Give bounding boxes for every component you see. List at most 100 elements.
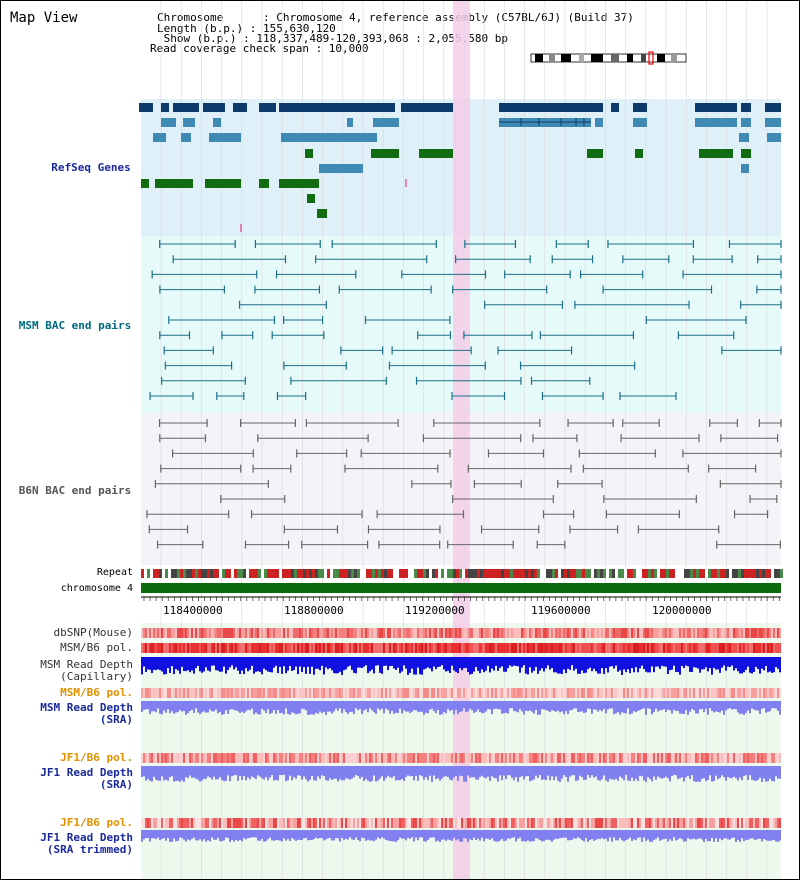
jf1-pol2-strip [481, 818, 483, 828]
msm-capillary-depth [259, 657, 261, 672]
jf1-sra-depth [697, 766, 699, 782]
jf1-sra-depth [763, 766, 765, 779]
repeat-mark [597, 569, 600, 578]
jf1-sra-depth [521, 766, 523, 777]
msm-capillary-depth [411, 657, 413, 669]
msm-pol2-strip [489, 688, 491, 698]
msm-pol-strip [229, 643, 231, 653]
msm-pol2-strip [639, 688, 641, 698]
msm-pol2-strip [271, 688, 273, 698]
jf1-pol2-strip [393, 818, 395, 828]
jf1-pol-strip [327, 753, 329, 763]
jf1-sra-depth [149, 766, 151, 781]
msm-pol-strip [281, 643, 283, 653]
jf1-trimmed-depth [383, 830, 385, 839]
ideogram-band [591, 54, 603, 62]
dbsnp-strip [269, 628, 271, 638]
msm-sra-depth [631, 701, 633, 714]
msm-sra-depth [351, 701, 353, 712]
msm-pol2-strip [507, 688, 509, 698]
jf1-sra-depth [527, 766, 529, 777]
repeat-mark [744, 569, 747, 578]
jf1-sra-depth [453, 766, 455, 778]
jf1-trimmed-depth [199, 830, 201, 840]
jf1-pol2-strip [245, 818, 247, 828]
msm-pol2-strip [267, 688, 269, 698]
msm-capillary-depth [725, 657, 727, 671]
jf1-trimmed-depth [671, 830, 673, 841]
jf1-sra-depth [577, 766, 579, 781]
jf1-sra-depth [709, 766, 711, 776]
msm-pol2-strip [153, 688, 155, 698]
repeat-mark [384, 569, 387, 578]
jf1-pol-strip [371, 753, 373, 763]
jf1-trimmed-depth [149, 830, 151, 842]
jf1-pol2-strip [283, 818, 285, 828]
msm-pol-strip [511, 643, 513, 653]
dbsnp-strip [577, 628, 579, 638]
repeat-mark [393, 569, 396, 578]
msm-pol-strip [287, 643, 289, 653]
msm-sra-depth [453, 701, 455, 715]
msm-pol-strip [483, 643, 485, 653]
ideogram-band [549, 54, 555, 62]
jf1-trimmed-depth [607, 830, 609, 842]
jf1-trimmed-depth [643, 830, 645, 838]
dbsnp-strip [623, 628, 625, 638]
jf1-pol-strip [773, 753, 775, 763]
dbsnp-strip [159, 628, 161, 638]
msm-pol-strip [359, 643, 361, 653]
jf1-trimmed-depth [519, 830, 521, 838]
jf1-pol-strip [625, 753, 627, 763]
msm-capillary-depth [515, 657, 517, 666]
jf1-pol2-strip [233, 818, 235, 828]
msm-sra-depth [363, 701, 365, 711]
msm-capillary-depth [343, 657, 345, 671]
repeat-mark [555, 569, 558, 578]
jf1-pol-strip [491, 753, 493, 763]
jf1-trimmed-depth [147, 830, 149, 838]
msm-pol2-strip [687, 688, 689, 698]
jf1-trimmed-depth [287, 830, 289, 840]
jf1-trimmed-depth [543, 830, 545, 842]
repeat-mark [381, 569, 384, 578]
jf1-pol-strip [687, 753, 689, 763]
msm-capillary-depth [381, 657, 383, 674]
jf1-sra-depth [621, 766, 623, 779]
msm-sra-depth [459, 701, 461, 713]
jf1-pol-strip [271, 753, 273, 763]
jf1-pol2-strip [495, 818, 497, 828]
msm-sra-depth [389, 701, 391, 714]
msm-pol2-strip [545, 688, 547, 698]
jf1-trimmed-depth [333, 830, 335, 841]
msm-pol2-strip [339, 688, 341, 698]
jf1-pol2-strip [151, 818, 153, 828]
jf1-pol-strip [467, 753, 469, 763]
dbsnp-strip [561, 628, 563, 638]
jf1-trimmed-depth [689, 830, 691, 840]
msm-sra-depth [497, 701, 499, 710]
msm-capillary-depth [241, 657, 243, 671]
dbsnp-strip [245, 628, 247, 638]
dbsnp-strip [395, 628, 397, 638]
jf1-sra-depth [299, 766, 301, 776]
dbsnp-strip [575, 628, 577, 638]
msm-pol-strip [371, 643, 373, 653]
msm-pol-strip [507, 643, 509, 653]
ideogram-band [641, 54, 646, 62]
jf1-sra-depth [611, 766, 613, 780]
msm-sra-depth [335, 701, 337, 709]
jf1-pol2-strip [395, 818, 397, 828]
msm-sra-depth [423, 701, 425, 715]
msm-pol-strip [521, 643, 523, 653]
jf1-trimmed-depth [553, 830, 555, 840]
jf1-pol-strip [505, 753, 507, 763]
msm-sra-depth [169, 701, 171, 714]
jf1-sra-depth [469, 766, 471, 778]
msm-capillary-depth [699, 657, 701, 673]
msm-pol-strip [667, 643, 669, 653]
jf1-pol2-strip [509, 818, 511, 828]
dbsnp-strip [177, 628, 179, 638]
msm-pol-strip [147, 643, 149, 653]
